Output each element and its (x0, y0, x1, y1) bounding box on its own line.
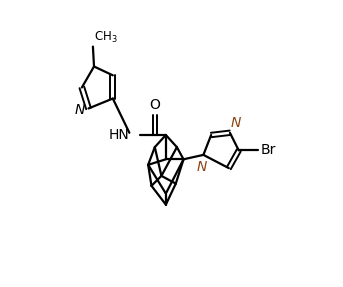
Text: HN: HN (109, 128, 129, 142)
Text: O: O (149, 98, 160, 113)
Text: N: N (231, 116, 241, 130)
Text: N: N (74, 103, 84, 117)
Text: Br: Br (261, 144, 276, 158)
Text: CH$_3$: CH$_3$ (94, 30, 118, 45)
Text: N: N (197, 160, 208, 174)
